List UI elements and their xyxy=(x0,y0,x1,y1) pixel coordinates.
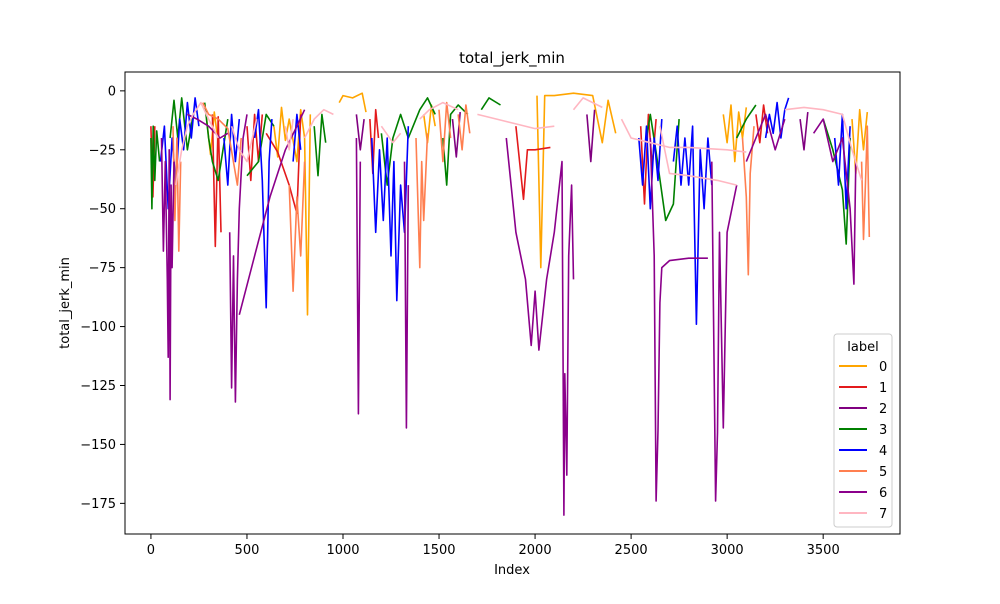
series-6-line xyxy=(812,118,857,285)
series-7-line xyxy=(230,118,258,163)
series-4-line xyxy=(292,113,302,162)
x-axis-label: Index xyxy=(494,563,530,578)
legend-label-3: 3 xyxy=(879,423,887,438)
y-axis: 0 −25 −50 −75 −100 −125 −150 −175 xyxy=(80,84,125,512)
y-tick-label: −175 xyxy=(80,497,116,512)
series-0-line xyxy=(851,108,869,175)
series-3-line xyxy=(480,97,501,111)
legend-box xyxy=(833,333,893,528)
legend-label-6: 6 xyxy=(879,486,887,501)
y-tick-label: 0 xyxy=(108,84,116,99)
y-tick-label: −125 xyxy=(80,379,116,394)
x-tick-label: 2000 xyxy=(519,543,552,558)
series-0-line xyxy=(338,92,367,113)
y-tick-label: −50 xyxy=(89,202,116,217)
series-7-line xyxy=(620,118,747,153)
series-7-line xyxy=(303,108,334,139)
series-3-line xyxy=(442,104,469,186)
y-axis-label: total_jerk_min xyxy=(58,257,73,349)
series-5-line xyxy=(288,161,306,293)
series-3-line xyxy=(822,118,851,245)
series-7-line xyxy=(284,118,294,151)
series-7-line xyxy=(419,101,459,120)
series-7-line xyxy=(175,101,219,186)
series-6-line xyxy=(505,137,575,516)
y-tick-label: −100 xyxy=(80,320,116,335)
series-4-line xyxy=(253,108,273,309)
series-7-line xyxy=(572,97,603,111)
series-5 xyxy=(172,101,871,293)
legend-label-2: 2 xyxy=(879,402,887,417)
x-tick-label: 0 xyxy=(147,543,155,558)
series-6 xyxy=(160,109,857,516)
y-tick-label: −75 xyxy=(89,261,116,276)
legend-label-5: 5 xyxy=(879,465,887,480)
x-axis: 0 500 1000 1500 2000 2500 3000 3500 xyxy=(147,534,840,558)
series-6-line xyxy=(228,114,248,403)
legend-label-1: 1 xyxy=(879,381,887,396)
series-5-line xyxy=(741,126,755,276)
x-tick-label: 1000 xyxy=(326,543,359,558)
series-3-line xyxy=(169,97,194,151)
series-3-line xyxy=(645,113,680,222)
series-5-line xyxy=(438,101,452,163)
plot-area-frame xyxy=(124,71,901,535)
series-6-line xyxy=(649,137,708,502)
series-3-line xyxy=(150,125,161,210)
legend-label-7: 7 xyxy=(879,507,887,522)
legend: label 0 1 2 3 4 5 6 7 xyxy=(833,333,893,528)
series-2-line xyxy=(355,114,365,151)
series-4-line xyxy=(371,126,410,302)
series-6-line xyxy=(355,137,362,415)
series-4-line xyxy=(159,97,200,210)
series-0-line xyxy=(422,104,436,144)
series-5-line xyxy=(415,133,429,269)
series-7-line xyxy=(477,113,555,130)
series-4-line xyxy=(672,125,713,326)
series-4-line xyxy=(223,113,241,186)
x-tick-label: 500 xyxy=(235,543,260,558)
series-4-line xyxy=(638,119,663,210)
x-tick-label: 2500 xyxy=(615,543,648,558)
series-3-line xyxy=(246,113,275,177)
legend-label-4: 4 xyxy=(879,444,887,459)
y-tick-label: −150 xyxy=(80,438,116,453)
series-5-line xyxy=(457,104,471,151)
series-2-line xyxy=(586,109,596,163)
series-0-line xyxy=(273,106,312,316)
series-5-line xyxy=(202,102,242,186)
legend-title: label xyxy=(847,340,878,355)
series-4-line xyxy=(764,97,790,139)
x-tick-label: 3500 xyxy=(807,543,840,558)
series-7 xyxy=(175,97,863,186)
series-1-line xyxy=(515,126,551,201)
series-7-line xyxy=(659,126,737,186)
series-0-line xyxy=(536,92,617,269)
series-6-line xyxy=(187,113,229,139)
series-5-line xyxy=(860,125,871,241)
y-tick-label: −25 xyxy=(89,143,116,158)
series-2-line xyxy=(799,112,809,151)
series-3-line xyxy=(313,113,327,177)
series-6-line xyxy=(160,137,175,401)
series-6-line xyxy=(711,161,738,502)
legend-label-0: 0 xyxy=(879,360,887,375)
series-6-line xyxy=(403,161,410,429)
x-tick-label: 1500 xyxy=(422,543,455,558)
series-3-line xyxy=(735,104,757,139)
series-6-line xyxy=(238,109,306,316)
series-7-line xyxy=(380,125,402,144)
series-7-line xyxy=(784,106,863,181)
chart-title: total_jerk_min xyxy=(459,49,565,68)
series-6-line xyxy=(745,113,786,162)
x-tick-label: 3000 xyxy=(711,543,744,558)
